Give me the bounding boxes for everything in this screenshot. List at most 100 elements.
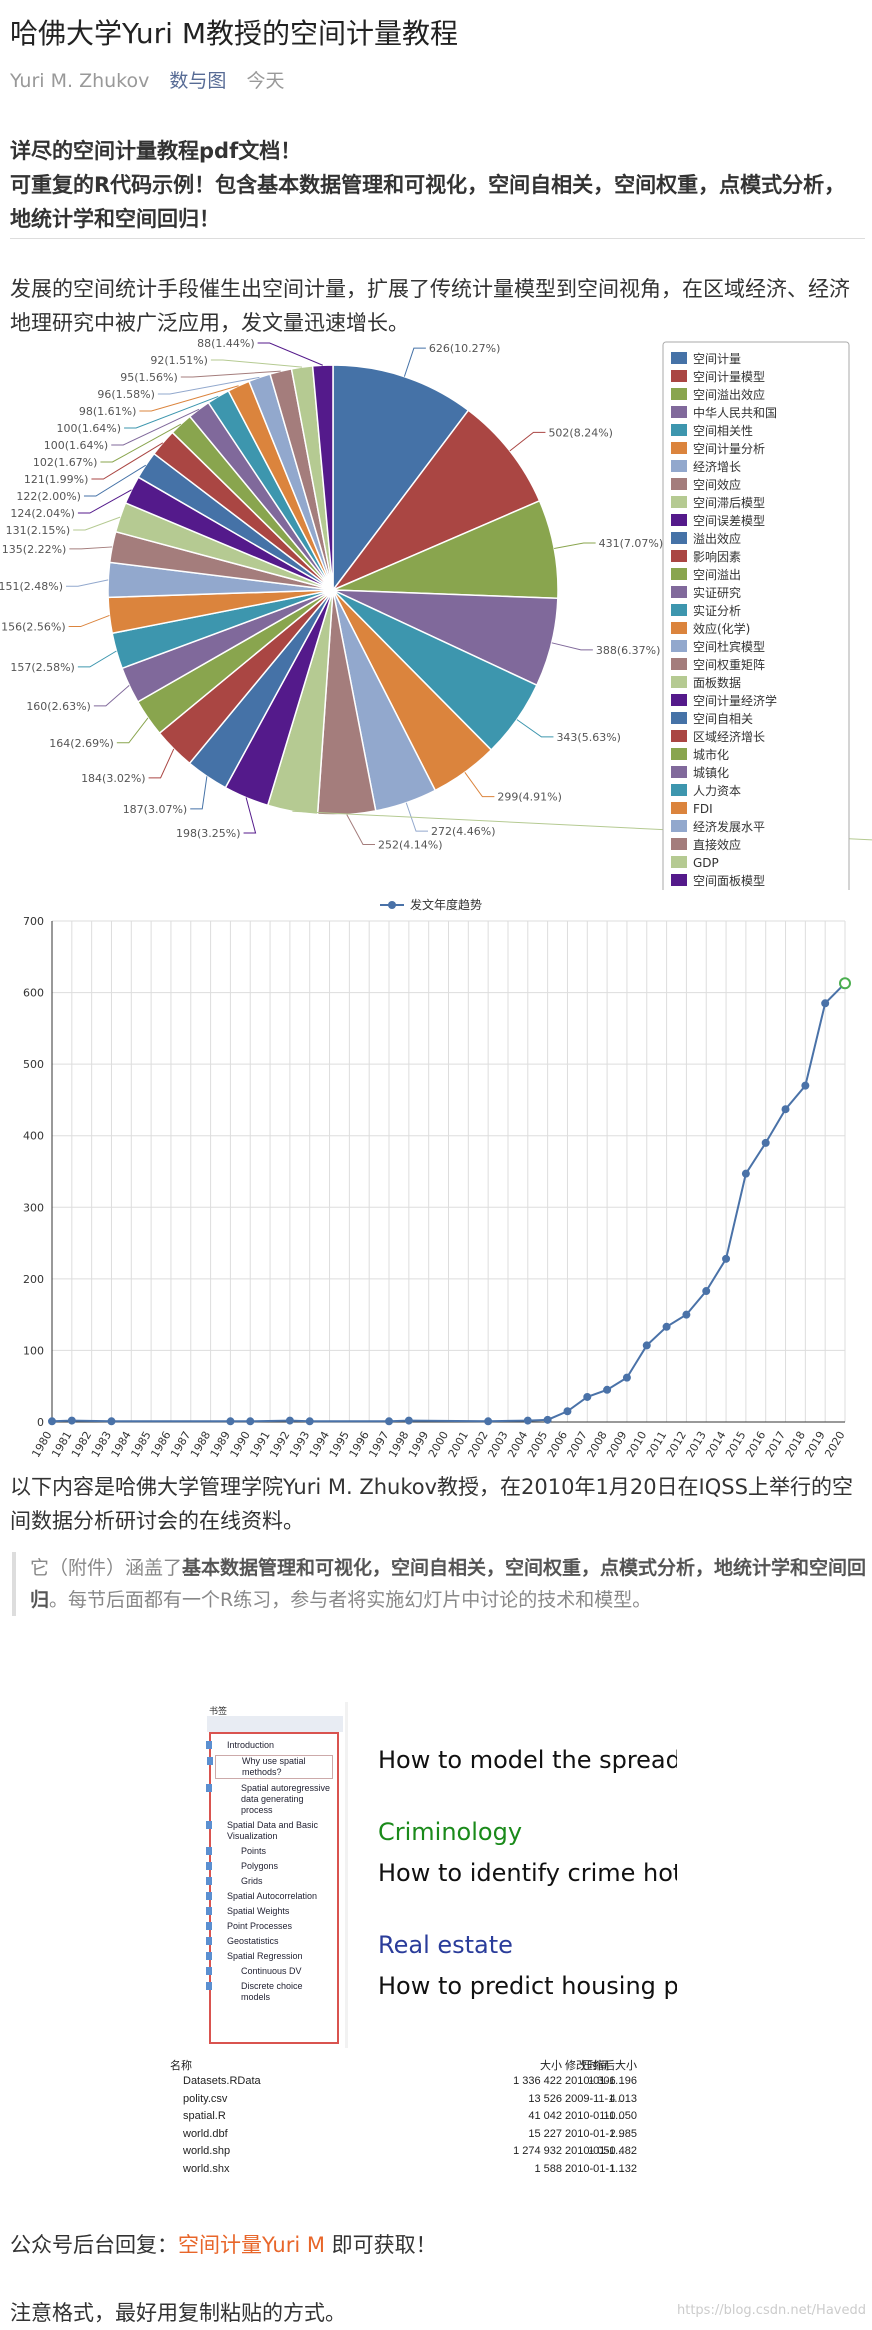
- file-cell: 2010-01-1...: [565, 2145, 625, 2157]
- legend-swatch: [671, 496, 687, 508]
- file-cell: 1 336 422: [513, 2075, 562, 2087]
- legend-label: 区域经济增长: [693, 729, 765, 744]
- data-point: [523, 1416, 532, 1425]
- bookmark[interactable]: Spatial autoregressive data generating p…: [206, 1783, 333, 1816]
- legend-label: 城镇化: [693, 766, 729, 780]
- file-cell: 1 306 196: [588, 2075, 637, 2087]
- file-cell: 2010-01-1...: [565, 2162, 625, 2175]
- column-header: 修改时间: [565, 2060, 609, 2072]
- bookmark[interactable]: Geostatistics: [206, 1936, 333, 1947]
- bookmark[interactable]: Discrete choice models: [206, 1981, 333, 2003]
- legend-label: 人力资本: [693, 784, 741, 798]
- legend-label: 实证分析: [693, 603, 741, 618]
- y-tick-label: 400: [23, 1130, 44, 1143]
- data-label: 388(6.37%): [596, 644, 661, 657]
- legend-swatch: [671, 352, 687, 364]
- file-cell: world.shp: [183, 2145, 231, 2157]
- watermark: https://blog.csdn.net/Havedd: [677, 2303, 866, 2318]
- legend-label: 空间溢出: [693, 568, 741, 582]
- y-tick-label: 700: [23, 915, 44, 928]
- leader-line: [73, 516, 121, 531]
- leader-line: [83, 464, 147, 497]
- data-point: [285, 1416, 294, 1425]
- file-cell: 1 050 482: [588, 2145, 637, 2157]
- slide: How to model the spread Criminology How …: [348, 1702, 677, 2048]
- note: 注意格式，最好用复制粘贴的方式。: [10, 2301, 346, 2325]
- leader-line: [91, 442, 164, 480]
- legend-swatch: [671, 406, 687, 418]
- file-cell: world.shx: [183, 2162, 230, 2175]
- data-point: [839, 977, 851, 990]
- data-label: 157(2.58%): [10, 661, 75, 674]
- legend-label: 空间面板模型: [693, 874, 765, 888]
- bookmark[interactable]: Spatial Weights: [206, 1906, 333, 1917]
- data-label: 502(8.24%): [548, 426, 613, 439]
- leader-line: [551, 642, 593, 651]
- leader-line: [243, 797, 257, 834]
- file-cell: 2010-01-1...: [565, 2075, 625, 2087]
- data-point: [67, 1416, 76, 1425]
- legend-label: 影响因素: [693, 549, 741, 564]
- legend-swatch: [671, 784, 687, 796]
- leader-line: [464, 772, 495, 798]
- y-tick-label: 300: [23, 1201, 44, 1214]
- legend-label: 直接效应: [693, 837, 741, 852]
- data-point: [622, 1373, 631, 1382]
- bookmark[interactable]: Spatial Data and Basic Visualization: [206, 1820, 333, 1842]
- bookmark[interactable]: Polygons: [206, 1861, 333, 1872]
- data-label: 122(2.00%): [16, 490, 81, 503]
- data-label: 88(1.44%): [197, 337, 255, 350]
- highlight: 可重复的R代码示例！包含基本数据管理和可视化，空间自相关，空间权重，点模式分析，…: [10, 173, 846, 231]
- data-point: [305, 1417, 314, 1426]
- bookmark[interactable]: Points: [206, 1846, 333, 1857]
- leader-line: [210, 359, 303, 368]
- data-point: [801, 1081, 810, 1090]
- data-label: 187(3.07%): [123, 803, 188, 816]
- column-header: 名称: [170, 2060, 192, 2072]
- bookmark[interactable]: Spatial Regression: [206, 1951, 333, 1962]
- account-link[interactable]: 数与图: [169, 70, 227, 92]
- legend-label: 空间相关性: [693, 424, 753, 438]
- data-label: 124(2.04%): [10, 507, 75, 520]
- legend-swatch: [671, 622, 687, 634]
- file-cell: polity.csv: [183, 2092, 228, 2105]
- leader-line: [405, 802, 429, 832]
- legend-swatch: [671, 748, 687, 760]
- legend-label: 中华人民共和国: [693, 405, 777, 420]
- leader-line: [111, 408, 200, 446]
- data-label: 100(1.64%): [57, 422, 122, 435]
- file-cell: 1 274 932: [513, 2145, 562, 2157]
- legend-label: FDI: [693, 802, 713, 816]
- data-label: 96(1.58%): [97, 388, 155, 401]
- legend-swatch: [671, 424, 687, 436]
- bookmark[interactable]: Continuous DV: [206, 1966, 333, 1977]
- author: Yuri M. Zhukov: [10, 70, 150, 92]
- bookmark[interactable]: Point Processes: [206, 1921, 333, 1932]
- line-chart: 0100200300400500600700198019811982198319…: [23, 897, 851, 1460]
- data-point: [781, 1105, 790, 1114]
- legend-label: 空间权重矩阵: [693, 658, 765, 672]
- sidebar: 书签 Introduction Why use spatial methods?…: [205, 1702, 345, 2048]
- bookmark[interactable]: Spatial Autocorrelation: [206, 1891, 333, 1902]
- bookmark[interactable]: Grids: [206, 1876, 333, 1887]
- legend-label: 经济发展水平: [693, 819, 765, 834]
- bookmark[interactable]: Introduction: [206, 1740, 333, 1751]
- data-label: 131(2.15%): [6, 524, 71, 537]
- legend-label: 空间计量分析: [693, 442, 765, 456]
- legend-swatch: [671, 442, 687, 454]
- legend-swatch: [671, 694, 687, 706]
- legend-label: 空间滞后模型: [693, 496, 765, 510]
- data-label: 198(3.25%): [176, 827, 241, 840]
- leader-line: [100, 423, 182, 463]
- leader-line: [346, 814, 375, 846]
- legend-label: 空间计量经济学: [693, 693, 777, 708]
- legend-swatch: [671, 676, 687, 688]
- data-label: 121(1.99%): [24, 473, 89, 486]
- data-point: [702, 1287, 711, 1296]
- file-cell: 4 013: [609, 2092, 637, 2105]
- reply-text: 即可获取！: [325, 2233, 437, 2257]
- legend-label: 城市化: [693, 747, 729, 762]
- bookmark[interactable]: Why use spatial methods?: [207, 1755, 333, 1779]
- legend-swatch: [671, 874, 687, 886]
- data-label: 92(1.51%): [150, 354, 208, 367]
